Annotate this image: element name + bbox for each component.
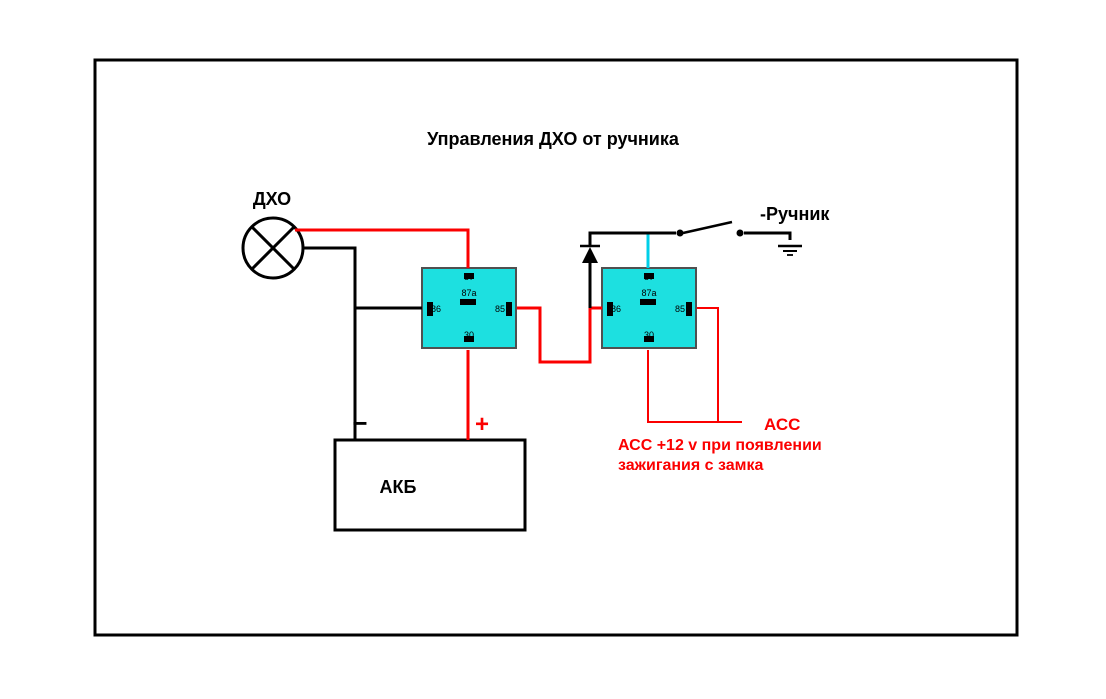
battery: АКБ − + — [335, 408, 525, 530]
lamp-dho — [243, 218, 303, 278]
battery-label: АКБ — [380, 477, 417, 497]
relay-1: 87 87a 86 85 30 — [422, 268, 516, 348]
switch-label: -Ручник — [760, 204, 830, 224]
r1-pin-30: 30 — [464, 330, 474, 340]
lamp-label: ДХО — [253, 189, 291, 209]
acc-label-2: АСС +12 v при появлении — [618, 437, 822, 454]
acc-label-1: АСС — [764, 415, 800, 434]
wire-red-r1-r2 — [517, 308, 602, 362]
relay-2: 87 87a 86 85 30 — [602, 268, 696, 348]
r1-pin-86: 86 — [431, 304, 441, 314]
acc-label-3: зажигания с замка — [618, 457, 763, 474]
wire-red-r2-85-acc — [697, 308, 718, 422]
wire-diode-switch — [590, 233, 676, 245]
wire-switch-gnd — [744, 233, 790, 240]
battery-plus: + — [475, 411, 489, 438]
r1-pin-87: 87 — [464, 272, 474, 282]
r2-pin-87a: 87a — [641, 288, 656, 298]
diagram-title: Управления ДХО от ручника — [427, 129, 680, 149]
r2-pin-85: 85 — [675, 304, 685, 314]
r2-pin-30: 30 — [644, 330, 654, 340]
wire-red-r2-acc — [648, 350, 742, 422]
handbrake-switch — [677, 222, 803, 255]
r1-pin-85: 85 — [495, 304, 505, 314]
r2-pin-87: 87 — [644, 272, 654, 282]
wire-black-lamp-r1 — [303, 248, 422, 308]
wire-cyan-r2-switch — [648, 233, 676, 268]
r1-pin-87a: 87a — [461, 288, 476, 298]
diode — [580, 246, 600, 263]
r2-pin-86: 86 — [611, 304, 621, 314]
